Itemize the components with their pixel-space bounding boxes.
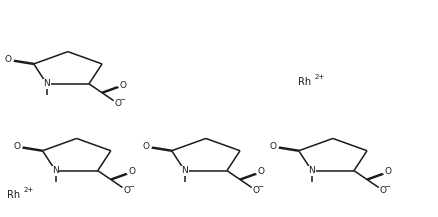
Text: O: O bbox=[4, 55, 11, 64]
Text: N: N bbox=[52, 166, 59, 175]
Text: −: − bbox=[120, 97, 126, 103]
Text: −: − bbox=[258, 184, 264, 190]
Text: N: N bbox=[308, 166, 315, 175]
Text: O: O bbox=[114, 99, 121, 108]
Text: O: O bbox=[120, 81, 127, 90]
Text: O: O bbox=[13, 142, 20, 151]
Text: O: O bbox=[379, 186, 386, 195]
Text: −: − bbox=[128, 184, 134, 190]
Text: O: O bbox=[123, 186, 130, 195]
Text: O: O bbox=[269, 142, 276, 151]
Text: O: O bbox=[142, 142, 149, 151]
Text: Rh: Rh bbox=[7, 190, 20, 200]
Text: O: O bbox=[129, 168, 136, 176]
Text: N: N bbox=[43, 79, 50, 88]
Text: Rh: Rh bbox=[298, 77, 311, 87]
Text: 2+: 2+ bbox=[23, 187, 33, 193]
Text: O: O bbox=[252, 186, 259, 195]
Text: −: − bbox=[385, 184, 391, 190]
Text: N: N bbox=[181, 166, 188, 175]
Text: 2+: 2+ bbox=[314, 74, 325, 80]
Text: O: O bbox=[258, 168, 265, 176]
Text: O: O bbox=[385, 168, 392, 176]
